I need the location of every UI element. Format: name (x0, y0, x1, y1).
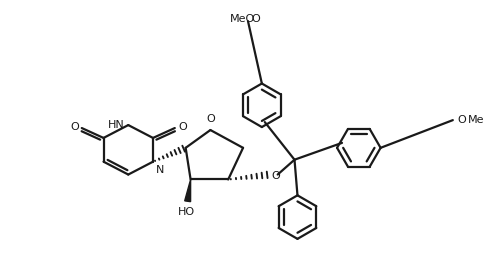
Text: Me: Me (468, 115, 484, 125)
Text: O: O (70, 122, 79, 132)
Text: HO: HO (178, 207, 195, 217)
Text: O: O (458, 115, 467, 125)
Text: O: O (251, 14, 260, 24)
Text: HN: HN (108, 120, 124, 130)
Text: MeO: MeO (230, 14, 255, 24)
Text: O: O (206, 114, 215, 124)
Polygon shape (185, 180, 190, 202)
Text: O: O (179, 122, 187, 132)
Text: N: N (156, 165, 164, 175)
Text: O: O (272, 171, 281, 181)
